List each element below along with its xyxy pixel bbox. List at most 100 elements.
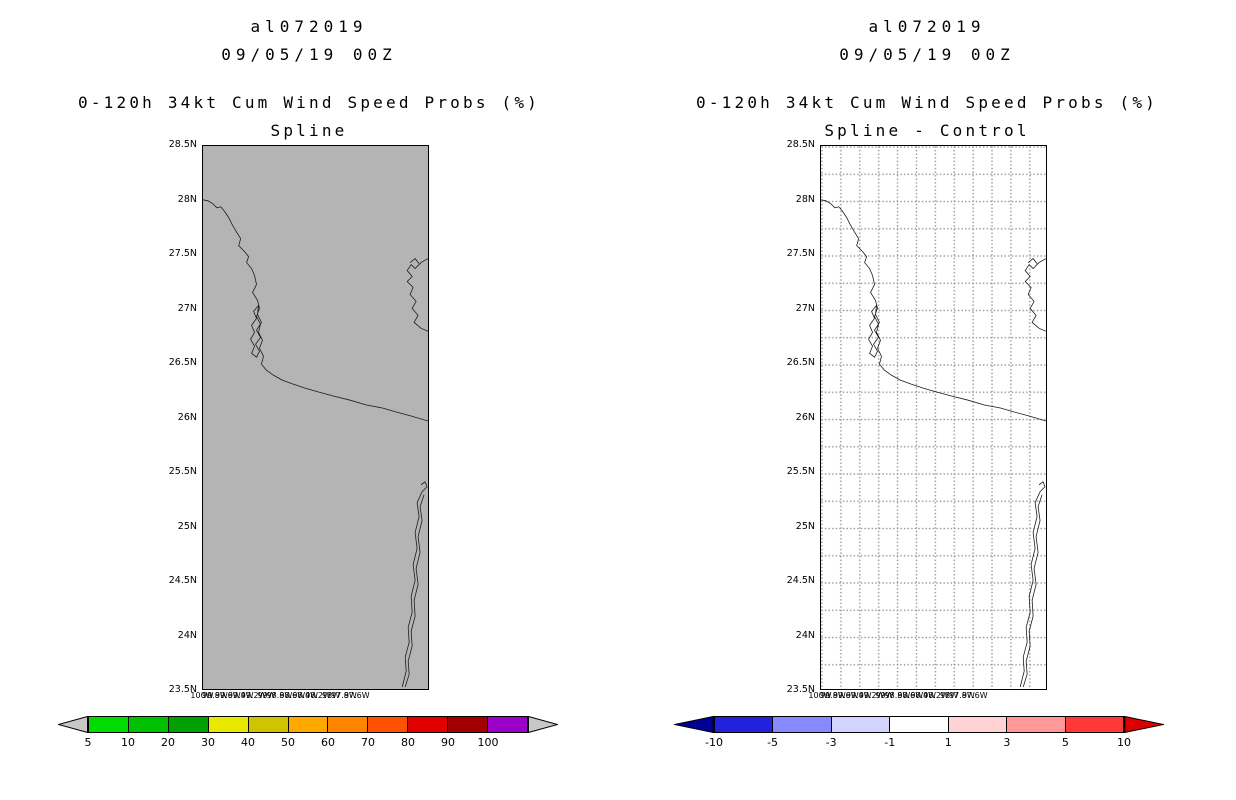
colorbar-tick-label: 20 [161,736,175,749]
panel-spline: al072019 09/05/19 00Z 0-120h 34kt Cum Wi… [0,13,618,756]
colorbar-tick-label: 70 [361,736,375,749]
product-title: 0-120h 34kt Cum Wind Speed Probs (%) [696,93,1158,112]
lon-tick-label: 99W [257,691,276,700]
colorbar-segment [487,717,527,732]
lat-tick-label: 26.5N [786,357,815,368]
difference-colorbar: -10 -5 -3 -1 1 3 5 10 [674,716,1164,756]
lat-tick-label: 27.5N [786,248,815,259]
lon-tick-label: 98.6W [897,691,924,700]
lon-tick-label: 98W [321,691,341,700]
lat-tick-label: 25N [795,520,815,532]
lon-tick-label: 98.4W [292,691,319,700]
lon-tick-label: 99.8W [820,691,846,700]
lat-tick-label: 25.5N [168,466,197,477]
colorbar-tick-label: 50 [281,736,295,749]
lat-tick-label: 24.5N [786,575,815,586]
colorbar-segment [167,717,208,732]
lon-tick-label: 100W [190,691,214,700]
lat-tick-label: 25.5N [786,466,815,477]
colorbar-body: -10 -5 -3 -1 1 3 5 10 [705,716,1131,749]
colorbar-tick-label: -1 [884,736,896,749]
lon-tick-label: 98.2W [305,691,331,700]
colorbar-left-arrow-icon [674,716,714,733]
lat-tick-label: 26N [177,411,197,423]
lon-tick-label: 98W [939,691,959,700]
colorbar-tick-label: -5 [767,736,779,749]
lon-tick-label: 99.2W [858,691,885,700]
colorbar-segment [447,717,488,732]
lat-tick-label: 23.5N [786,684,815,695]
lon-tick-label: 99.6W [214,691,241,700]
lon-tick-label: 97.6W [343,691,370,700]
lon-tick-label: 99.4W [845,691,872,700]
lon-tick-label: 98.2W [923,691,949,700]
map-spline-minus-control [820,145,1047,690]
lat-tick-label: 28N [177,193,197,205]
lat-tick-label: 24N [795,629,815,641]
colorbar-segment [407,717,448,732]
method-title: Spline - Control [824,121,1030,140]
colorbar-tick-label: -10 [705,736,723,749]
colorbar-segment [367,717,408,732]
lon-tick-label: 97.6W [961,691,988,700]
colorbar-right-arrow-icon [528,716,558,733]
colorbar-right-arrow-icon [1124,716,1164,733]
colorbar-tick-label: 5 [1061,736,1069,749]
lat-tick-label: 27N [795,302,815,314]
colorbar-tick-label: 10 [1117,736,1131,749]
product-title: 0-120h 34kt Cum Wind Speed Probs (%) [78,93,540,112]
colorbar-tick-label: 3 [1003,736,1011,749]
lat-tick-label: 27.5N [168,248,197,259]
storm-id: al072019 [250,17,368,36]
colorbar-tick-label: 1 [944,736,952,749]
colorbar-segment [889,717,948,732]
lon-tick-label: 98.4W [910,691,937,700]
lon-tick-label: 99.4W [227,691,254,700]
method-title: Spline [270,121,348,140]
lat-tick-label: 23.5N [168,684,197,695]
panel-subtitles: 0-120h 34kt Cum Wind Speed Probs (%) Spl… [0,89,618,145]
lon-tick-label: 98.6W [279,691,306,700]
lat-tick-label: 25N [177,520,197,532]
colorbar-segment [715,717,773,732]
colorbar-tick-label: 5 [84,736,92,749]
colorbar-segment [830,717,890,732]
coastline [203,199,428,688]
colorbar-left-arrow-icon [58,716,88,733]
panel-subtitles: 0-120h 34kt Cum Wind Speed Probs (%) Spl… [618,89,1236,145]
storm-id: al072019 [868,17,986,36]
lon-tick-label: 97.8W [949,691,975,700]
lon-tick-label: 99W [875,691,894,700]
colorbar-segment [772,717,831,732]
colorbar-segment [327,717,368,732]
colorbar-tick-label: -3 [825,736,837,749]
lon-tick-label: 98.8W [884,691,911,700]
coastline-path [821,199,1046,688]
lon-tick-label: 97.8W [331,691,357,700]
lon-tick-label: 98.8W [266,691,293,700]
colorbar-segment [247,717,288,732]
probability-colorbar: 5 10 20 30 40 50 60 70 80 90 100 [58,716,558,756]
colorbar-tick-label: 10 [121,736,135,749]
coastline-path [203,199,428,688]
panel-titles: al072019 09/05/19 00Z [0,13,618,69]
lat-tick-label: 28.5N [786,139,815,150]
colorbar-tick-label: 100 [477,736,499,749]
lat-tick-label: 27N [177,302,197,314]
lat-axis: 28.5N 28N 27.5N 27N 26.5N 26N 25.5N 25N 24.5N 24N… [738,139,818,695]
colorbar-segment [1064,717,1123,732]
lat-tick-label: 24.5N [168,575,197,586]
lat-tick-label: 28.5N [168,139,197,150]
colorbar-segment [207,717,248,732]
init-time: 09/05/19 00Z [221,45,397,64]
colorbar-labels: 5 10 20 30 40 50 60 70 80 90 100 [84,736,528,750]
colorbar-tick-label: 90 [441,736,455,749]
colorbar-segments [714,716,1124,733]
lon-axis: 100W 99.8W 99.6W 99.4W 99.2W 99W 98.8W 98.6W 98.… [190,691,429,703]
lat-tick-label: 26.5N [168,357,197,368]
colorbar-body: 5 10 20 30 40 50 60 70 80 90 100 [85,716,528,749]
colorbar-labels: -10 -5 -3 -1 1 3 5 10 [705,736,1131,750]
coastline [821,199,1046,688]
panel-spline-minus-control: al072019 09/05/19 00Z 0-120h 34kt Cum Wi… [618,0,1236,800]
